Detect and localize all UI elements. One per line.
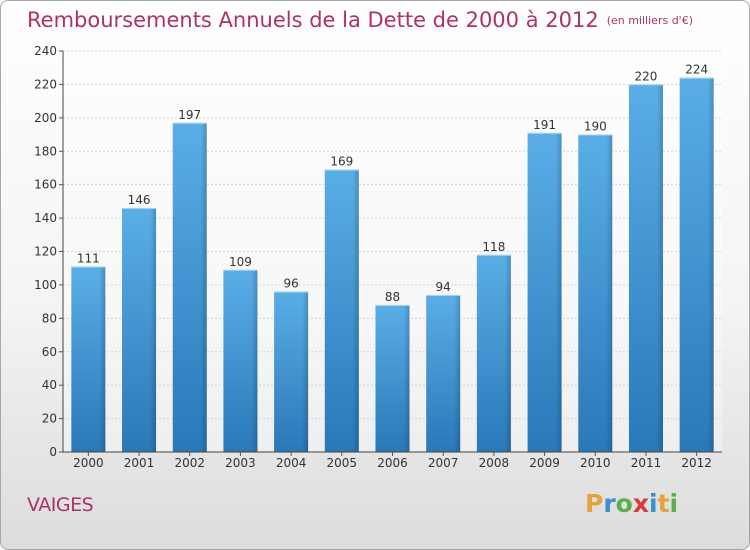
y-tick-label: 180 [34,144,57,158]
value-label: 146 [128,193,151,207]
value-label: 88 [385,290,400,304]
x-tick-label: 2000 [73,456,104,470]
bar-shade [352,169,359,453]
x-tick-label: 2010 [580,456,611,470]
y-tick-label: 40 [42,378,57,392]
y-tick-label: 120 [34,245,57,259]
value-label: 111 [77,252,100,266]
logo-letter: P [585,489,604,518]
y-tick-label: 160 [34,178,57,192]
bar-shade [99,266,106,452]
logo-letter: o [615,489,633,518]
chart-title-text: Remboursements Annuels de la Dette de 20… [27,8,599,32]
y-tick-label: 200 [34,111,57,125]
y-tick-label: 0 [49,445,57,459]
x-tick-label: 2006 [377,456,408,470]
y-tick-label: 20 [42,412,57,426]
x-tick-label: 2003 [225,456,256,470]
x-tick-label: 2002 [174,456,205,470]
x-tick-label: 2004 [276,456,307,470]
proxiti-logo: Proxiti [585,489,678,518]
logo-letter: i [649,489,658,518]
value-label: 118 [482,240,505,254]
bar-shade [606,134,613,452]
x-tick-label: 2009 [529,456,560,470]
x-tick-label: 2012 [681,456,712,470]
logo-letter: x [632,489,649,518]
y-tick-label: 100 [34,278,57,292]
y-tick-label: 60 [42,345,57,359]
x-tick-label: 2011 [631,456,662,470]
value-label: 224 [685,63,708,77]
value-label: 169 [330,155,353,169]
x-tick-label: 2001 [124,456,155,470]
value-label: 191 [533,118,556,132]
bar-shade [656,84,663,453]
value-label: 190 [584,120,607,134]
y-tick-label: 140 [34,211,57,225]
y-tick-label: 240 [34,44,57,58]
commune-name: VAIGES [27,494,94,516]
bar-shade [403,304,410,452]
bar-shade [150,208,157,452]
bar-shade [200,122,207,453]
value-label: 109 [229,255,252,269]
logo-letter: r [603,489,616,518]
bar-shade [555,132,562,452]
logo-letter: i [669,489,679,518]
value-label: 220 [635,69,658,83]
chart-title: Remboursements Annuels de la Dette de 20… [27,8,693,32]
bar-shade [302,291,309,452]
bar-shade [251,269,258,452]
x-tick-label: 2007 [428,456,459,470]
x-tick-label: 2008 [479,456,510,470]
bar-shade [454,294,461,452]
y-tick-label: 80 [42,311,57,325]
bar-shade [707,77,714,452]
value-label: 94 [436,280,451,294]
y-tick-label: 220 [34,77,57,91]
chart-subtitle: (en milliers d'€) [606,14,693,27]
logo-letter: t [657,489,670,518]
bar-shade [504,254,511,452]
value-label: 96 [283,277,298,291]
x-tick-label: 2005 [327,456,358,470]
value-label: 197 [178,108,201,122]
